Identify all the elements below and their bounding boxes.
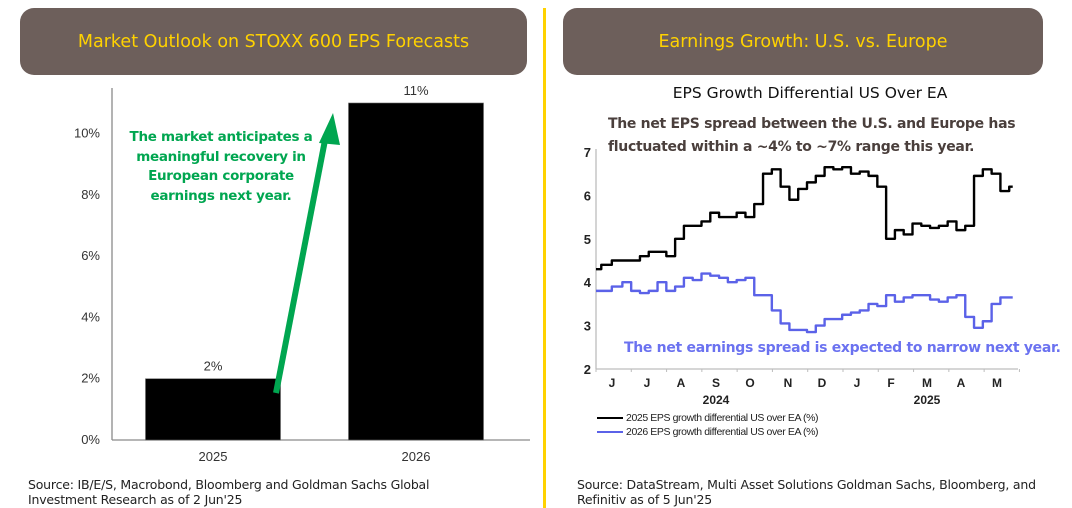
y-tick-label: 6% (81, 248, 100, 263)
x-tick-label: M (922, 376, 932, 390)
series-line-2026 (596, 272, 1013, 334)
y-tick-label: 7 (584, 145, 591, 160)
x-tick-label: 2026 (402, 449, 431, 464)
line-chart: 2 3 4 5 6 7 J J A S O N D J F M A M 2024 2025 (584, 145, 1020, 407)
x-tick-label: 2025 (199, 449, 228, 464)
left-panel-banner: Market Outlook on STOXX 600 EPS Forecast… (20, 8, 527, 75)
y-tick-label: 2% (81, 371, 100, 386)
y-tick-label: 6 (584, 188, 591, 203)
bar-chart-annotation: The market anticipates a meaningful reco… (129, 129, 313, 204)
bar-chart: 0% 2% 4% 6% 8% 10% 2% 2025 11% 2026 (74, 83, 530, 464)
legend-label: 2026 EPS growth differential US over EA … (626, 426, 819, 438)
x-tick-label: J (644, 376, 651, 390)
y-tick-label: 10% (74, 126, 100, 141)
bar-chart-bars: 2% 2025 11% 2026 (145, 83, 484, 464)
bar-data-label: 11% (403, 83, 428, 98)
y-tick-label: 2 (584, 362, 591, 377)
x-tick-label: A (957, 376, 966, 390)
x-tick-label: O (745, 376, 754, 390)
y-tick-label: 8% (81, 187, 100, 202)
left-source-note: Source: IB/E/S, Macrobond, Bloomberg and… (28, 477, 430, 507)
line-chart-title: EPS Growth Differential US Over EA (672, 84, 948, 102)
arrow-shaft (273, 134, 329, 394)
line-chart-annotation-bottom: The net earnings spread is expected to n… (624, 340, 1061, 356)
right-source-note: Source: DataStream, Multi Asset Solution… (577, 477, 1036, 507)
year-label: 2025 (914, 393, 941, 407)
legend-item: 2025 EPS growth differential US over EA … (597, 411, 819, 425)
panel-divider (543, 8, 546, 508)
line-chart-annotation-top: The net EPS spread between the U.S. and … (608, 116, 1016, 155)
x-tick-label: N (784, 376, 793, 390)
y-tick-label: 4% (81, 309, 100, 324)
right-panel-banner: Earnings Growth: U.S. vs. Europe (563, 8, 1043, 75)
right-panel-title: Earnings Growth: U.S. vs. Europe (658, 31, 948, 52)
x-tick-label: F (887, 376, 894, 390)
x-tick-label: J (854, 376, 861, 390)
x-tick-label: M (992, 376, 1002, 390)
legend-swatch (597, 417, 623, 419)
y-tick-label: 4 (584, 275, 592, 290)
line-chart-series (596, 165, 1013, 334)
bar (145, 378, 281, 441)
bar-data-label: 2% (204, 359, 223, 374)
legend-item: 2026 EPS growth differential US over EA … (597, 425, 819, 439)
y-tick-label: 3 (584, 319, 591, 334)
line-chart-axes: 2 3 4 5 6 7 J J A S O N D J F M A M 2024 2025 (584, 145, 1020, 407)
legend-swatch (597, 431, 623, 433)
series-line-2025 (596, 165, 1013, 271)
legend-label: 2025 EPS growth differential US over EA … (626, 412, 819, 424)
x-tick-label: D (818, 376, 827, 390)
bar-chart-axes: 0% 2% 4% 6% 8% 10% (74, 88, 530, 447)
y-tick-label: 0% (81, 432, 100, 447)
x-tick-label: A (677, 376, 686, 390)
arrow-head (319, 113, 340, 145)
x-tick-label: J (609, 376, 616, 390)
left-panel-title: Market Outlook on STOXX 600 EPS Forecast… (77, 31, 470, 52)
growth-arrow-icon (273, 113, 340, 394)
bar (348, 102, 484, 441)
y-tick-label: 5 (584, 232, 591, 247)
x-tick-label: S (712, 376, 720, 390)
line-chart-legend: 2025 EPS growth differential US over EA … (597, 411, 819, 439)
year-label: 2024 (703, 393, 730, 407)
